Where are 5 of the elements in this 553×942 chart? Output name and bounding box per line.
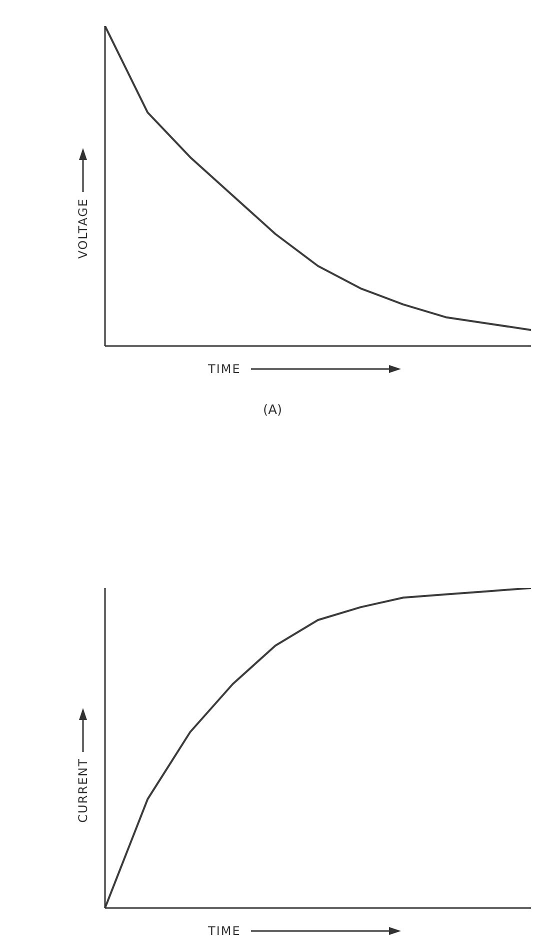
text: (A) [263,403,282,418]
y-axis-title: CURRENT [76,758,90,822]
x-axis-title: TIME [208,362,241,376]
y-axis-title: VOLTAGE [76,198,90,258]
x-axis-title: TIME [208,924,241,938]
